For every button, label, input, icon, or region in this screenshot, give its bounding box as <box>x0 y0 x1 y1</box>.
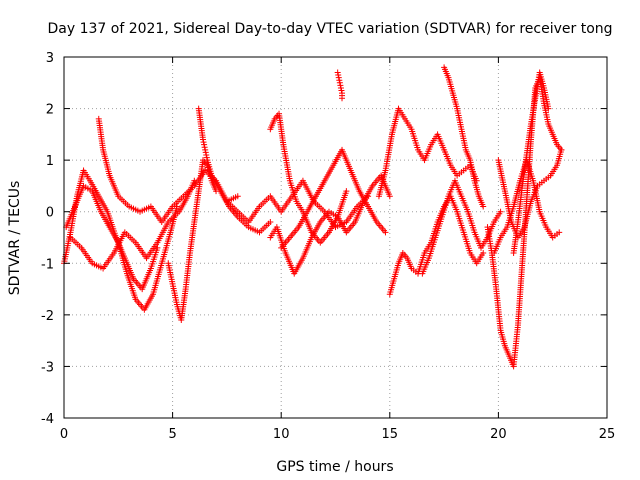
series-track-n <box>419 177 504 277</box>
y-tick-label: -1 <box>41 257 54 272</box>
data-point <box>336 79 343 86</box>
data-point <box>335 72 342 79</box>
series-track-m <box>386 193 487 298</box>
x-axis-label: GPS time / hours <box>276 459 393 475</box>
y-tick-label: -2 <box>41 309 54 324</box>
data-point <box>267 219 274 226</box>
data-point <box>337 82 344 89</box>
y-tick-label: 2 <box>46 103 54 118</box>
data-point <box>191 177 198 184</box>
data-point <box>201 141 208 148</box>
series-track-i <box>267 172 393 277</box>
data-point <box>382 229 389 236</box>
data-point <box>480 249 487 256</box>
x-tick-label: 0 <box>60 427 68 442</box>
data-point <box>556 229 563 236</box>
data-point <box>337 84 344 91</box>
series-track-l <box>375 105 480 200</box>
series-track-k <box>334 69 346 102</box>
data-point <box>203 151 210 158</box>
series-track-c <box>67 177 198 272</box>
data-points <box>61 64 565 370</box>
data-point <box>480 203 487 210</box>
y-tick-label: -3 <box>41 360 54 375</box>
data-point <box>202 146 209 153</box>
data-point <box>334 69 341 76</box>
y-tick-label: 3 <box>46 51 54 66</box>
x-tick-label: 5 <box>168 427 176 442</box>
data-point <box>343 188 350 195</box>
data-point <box>200 139 207 146</box>
x-tick-label: 15 <box>382 427 399 442</box>
data-point <box>338 87 345 94</box>
series-track-d <box>95 115 241 226</box>
y-tick-label: 1 <box>46 154 54 169</box>
x-tick-label: 20 <box>490 427 507 442</box>
axis-ticks: 0 5 10 15 20 25 -4 -3 -2 -1 0 1 2 3 <box>41 51 615 442</box>
data-point <box>558 146 565 153</box>
series-track-r <box>491 157 563 256</box>
y-axis-label: SDTVAR / TECUs <box>7 181 23 296</box>
x-tick-label: 25 <box>599 427 616 442</box>
data-point <box>386 193 393 200</box>
data-point <box>200 136 207 143</box>
x-tick-label: 10 <box>273 427 290 442</box>
data-point <box>335 74 342 81</box>
data-point <box>154 244 161 251</box>
data-point <box>203 154 210 161</box>
data-point <box>201 144 208 151</box>
grid-lines <box>64 57 607 418</box>
y-tick-label: 0 <box>46 206 54 221</box>
data-point <box>234 193 241 200</box>
series-track-s <box>510 69 552 256</box>
series-track-o <box>441 64 487 210</box>
data-point <box>339 95 346 102</box>
chart-title: Day 137 of 2021, Sidereal Day-to-day VTE… <box>47 21 612 37</box>
data-point <box>545 105 552 112</box>
series-track-b <box>63 182 180 313</box>
series-track-e <box>165 157 220 324</box>
y-tick-label: -4 <box>41 412 54 427</box>
series-track-j <box>278 146 389 251</box>
series-track-f <box>195 105 274 236</box>
data-point <box>202 149 209 156</box>
data-point <box>336 77 343 84</box>
data-point <box>497 208 504 215</box>
plot-frame <box>63 56 608 419</box>
